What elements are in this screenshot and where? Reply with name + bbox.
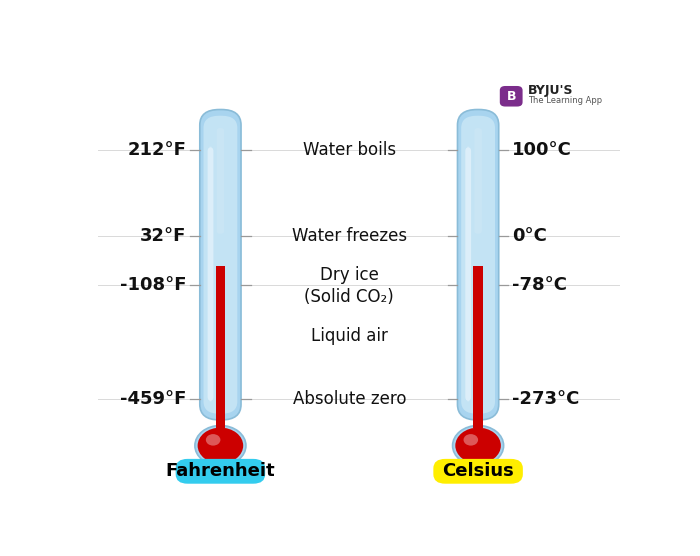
Circle shape <box>206 434 220 445</box>
FancyBboxPatch shape <box>458 110 498 420</box>
Bar <box>216 266 225 429</box>
Text: The Learning App: The Learning App <box>528 96 602 105</box>
Circle shape <box>463 434 478 445</box>
Text: B: B <box>506 90 516 103</box>
Text: Fahrenheit: Fahrenheit <box>166 462 275 480</box>
Text: -459°F: -459°F <box>120 390 186 408</box>
Text: 100°C: 100°C <box>512 141 572 159</box>
Circle shape <box>197 428 243 464</box>
Text: Liquid air: Liquid air <box>311 327 388 345</box>
FancyBboxPatch shape <box>176 459 265 484</box>
FancyBboxPatch shape <box>461 116 495 414</box>
Circle shape <box>453 425 503 466</box>
FancyBboxPatch shape <box>217 128 224 234</box>
FancyBboxPatch shape <box>466 147 471 401</box>
Text: -78°C: -78°C <box>512 276 567 294</box>
Text: Water freezes: Water freezes <box>292 227 407 245</box>
Text: 0°C: 0°C <box>512 227 547 245</box>
FancyBboxPatch shape <box>204 116 237 414</box>
Text: Water boils: Water boils <box>302 141 395 159</box>
FancyBboxPatch shape <box>500 86 523 107</box>
Text: Celsius: Celsius <box>442 462 514 480</box>
FancyBboxPatch shape <box>208 147 213 401</box>
Text: -273°C: -273°C <box>512 390 580 408</box>
Text: -108°F: -108°F <box>120 276 186 294</box>
Circle shape <box>195 425 246 466</box>
Text: Dry ice
(Solid CO₂): Dry ice (Solid CO₂) <box>304 266 394 306</box>
FancyBboxPatch shape <box>475 128 482 234</box>
Text: 32°F: 32°F <box>140 227 186 245</box>
FancyBboxPatch shape <box>199 110 241 420</box>
Text: BYJU'S: BYJU'S <box>528 84 573 97</box>
Circle shape <box>455 428 501 464</box>
Text: Absolute zero: Absolute zero <box>293 390 406 408</box>
FancyBboxPatch shape <box>433 459 523 484</box>
Bar <box>473 266 483 429</box>
Text: 212°F: 212°F <box>127 141 186 159</box>
